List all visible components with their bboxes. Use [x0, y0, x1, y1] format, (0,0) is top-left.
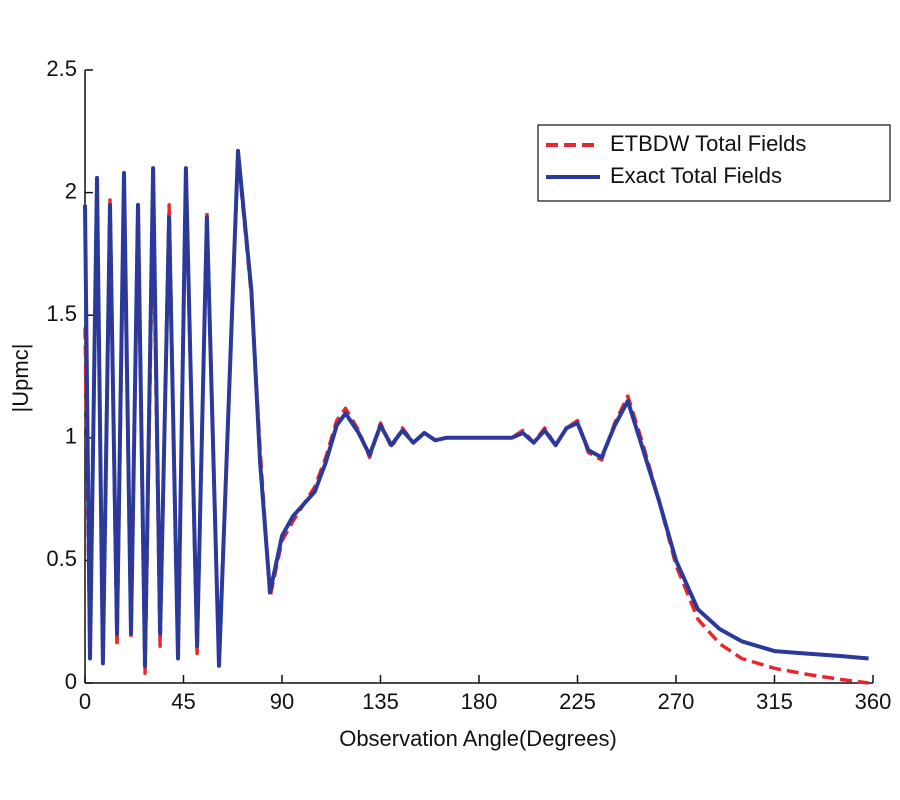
series-line	[83, 148, 869, 668]
legend-label: Exact Total Fields	[610, 163, 782, 188]
y-tick-label: 2.5	[46, 56, 77, 81]
y-tick-label: 0	[65, 669, 77, 694]
x-tick-label: 315	[756, 689, 793, 714]
x-tick-label: 0	[79, 689, 91, 714]
x-tick-label: 225	[559, 689, 596, 714]
y-tick-label: 0.5	[46, 546, 77, 571]
y-tick-label: 1	[65, 424, 77, 449]
x-tick-label: 180	[461, 689, 498, 714]
legend-box	[537, 124, 891, 202]
x-axis-label: Observation Angle(Degrees)	[339, 726, 617, 751]
x-tick-label: 90	[270, 689, 294, 714]
legend-label: ETBDW Total Fields	[610, 131, 806, 156]
y-axis-label: |Upmc|	[8, 344, 33, 413]
y-tick-label: 1.5	[46, 301, 77, 326]
y-tick-label: 2	[65, 178, 77, 203]
x-tick-label: 360	[855, 689, 892, 714]
x-tick-label: 45	[171, 689, 195, 714]
x-tick-label: 270	[658, 689, 695, 714]
x-tick-label: 135	[362, 689, 399, 714]
